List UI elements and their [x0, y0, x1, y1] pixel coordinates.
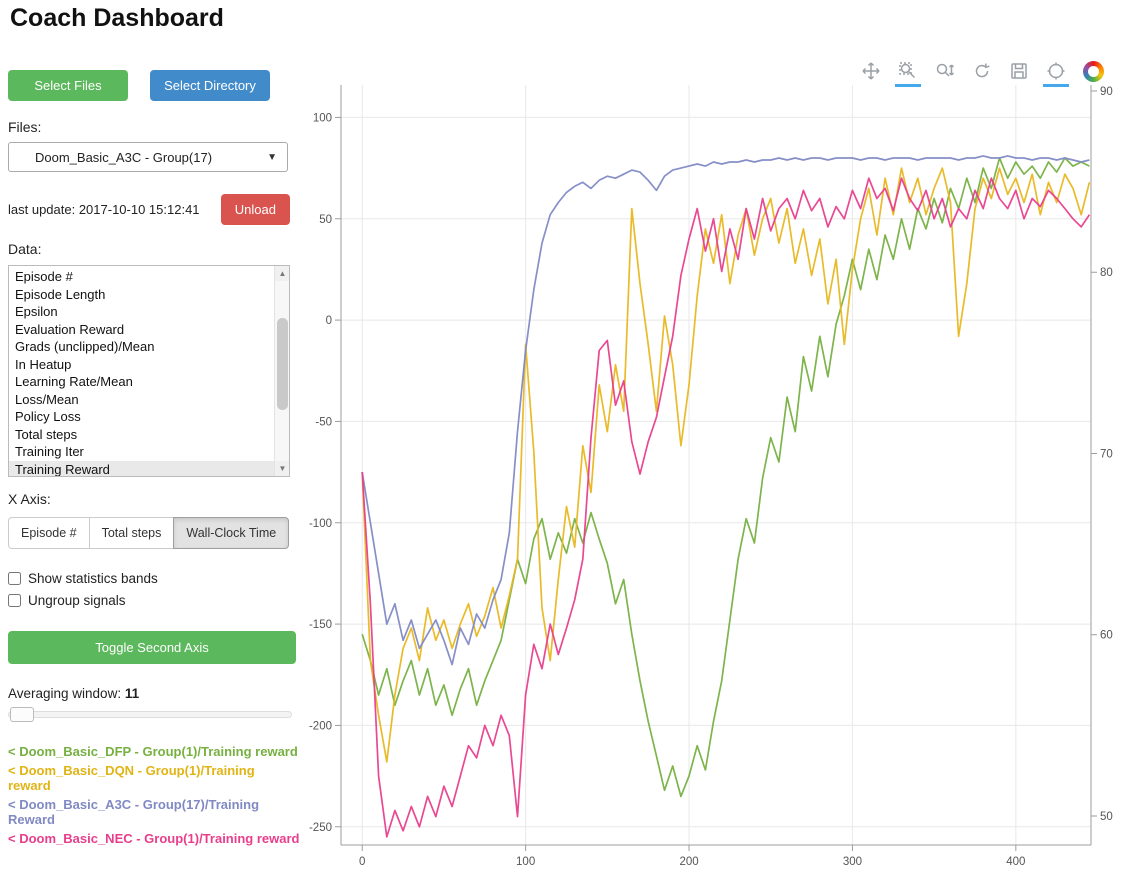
left-tick-label: -250	[309, 822, 332, 834]
xaxis-option-button[interactable]: Wall-Clock Time	[173, 517, 290, 549]
files-select-value: Doom_Basic_A3C - Group(17)	[35, 149, 213, 165]
data-list-item[interactable]: Evaluation Reward	[15, 321, 125, 337]
xaxis-label: X Axis:	[8, 491, 51, 507]
data-list-scrollbar[interactable]: ▲ ▼	[274, 266, 289, 476]
averaging-window-value: 11	[124, 686, 140, 701]
checkbox-label: Ungroup signals	[28, 593, 126, 608]
page-title: Coach Dashboard	[10, 4, 224, 32]
data-list-item[interactable]: Learning Rate/Mean	[15, 374, 133, 389]
series-line	[361, 177, 1091, 838]
checkbox-row[interactable]: Ungroup signals	[8, 593, 300, 608]
bokeh-toolbar	[860, 60, 1104, 87]
series-line	[361, 155, 1090, 666]
series-line	[361, 167, 1091, 763]
data-list[interactable]: Episode # Episode Length Epsilon Evaluation…	[8, 265, 290, 477]
averaging-window-label: Averaging window:	[8, 686, 122, 701]
unload-button[interactable]: Unload	[220, 194, 290, 225]
legend-entry[interactable]: < Doom_Basic_DFP - Group(1)/Training rew…	[8, 744, 298, 759]
averaging-window-slider[interactable]	[8, 707, 292, 722]
data-list-item[interactable]: Training Reward	[9, 460, 274, 476]
left-tick-label: 50	[319, 214, 332, 226]
sidebar: Select Files Select Directory Files: Doo…	[8, 70, 300, 849]
last-update-text: last update: 2017-10-10 15:12:41	[8, 202, 200, 217]
data-list-item[interactable]: Episode Length	[15, 286, 106, 302]
data-list-item[interactable]: Loss/Mean	[15, 391, 79, 407]
x-tick-label: 0	[359, 856, 365, 868]
x-tick-label: 200	[679, 856, 698, 868]
data-list-item[interactable]: Episode #	[15, 269, 73, 284]
data-list-item[interactable]: Grads (unclipped)/Mean	[15, 339, 155, 354]
data-list-item[interactable]: Training Iter	[15, 444, 84, 459]
chevron-down-icon: ▼	[267, 151, 277, 163]
x-tick-label: 400	[1006, 856, 1025, 868]
left-tick-label: -200	[309, 720, 332, 732]
select-directory-button[interactable]: Select Directory	[150, 70, 270, 101]
legend: < Doom_Basic_DFP - Group(1)/Training rew…	[8, 744, 300, 846]
left-tick-label: 0	[326, 315, 332, 327]
scroll-down-icon[interactable]: ▼	[275, 461, 289, 476]
legend-entry[interactable]: < Doom_Basic_DQN - Group(1)/Training rew…	[8, 762, 255, 794]
checkbox-row[interactable]: Show statistics bands	[8, 571, 300, 586]
right-tick-label: 50	[1100, 811, 1113, 823]
xaxis-option-button[interactable]: Episode #	[8, 517, 90, 549]
x-tick-label: 100	[516, 856, 535, 868]
data-list-item[interactable]: Epsilon	[15, 304, 58, 319]
data-label: Data:	[8, 241, 42, 257]
right-tick-label: 60	[1100, 630, 1113, 642]
select-files-button[interactable]: Select Files	[8, 70, 128, 101]
checkbox-input[interactable]	[8, 594, 21, 607]
xaxis-button-group: Episode # Total steps Wall-Clock Time	[8, 517, 290, 549]
box-zoom-icon[interactable]	[895, 60, 921, 87]
wheel-zoom-icon[interactable]	[934, 60, 956, 82]
files-label: Files:	[8, 119, 42, 135]
scrollbar-thumb[interactable]	[277, 318, 288, 410]
left-tick-label: -150	[309, 619, 332, 631]
reset-icon[interactable]	[971, 60, 993, 82]
scroll-up-icon[interactable]: ▲	[275, 266, 289, 281]
hover-icon[interactable]	[1043, 60, 1069, 87]
bokeh-logo-icon[interactable]	[1082, 60, 1104, 82]
slider-handle[interactable]	[10, 707, 34, 722]
chart-plot[interactable]: 100 50 0 -50 -100 -150 -200 -250 90 80 70 60 50 0 100 2…	[300, 52, 1142, 868]
checkbox-label: Show statistics bands	[28, 571, 158, 586]
right-tick-label: 90	[1100, 86, 1113, 98]
checkbox-input[interactable]	[8, 572, 21, 585]
data-list-item[interactable]: Total steps	[15, 426, 78, 442]
pan-icon[interactable]	[860, 60, 882, 82]
data-list-item[interactable]: In Heatup	[15, 356, 72, 372]
series-line	[361, 157, 1090, 798]
data-list-items: Episode # Episode Length Epsilon Evaluation…	[9, 268, 274, 476]
legend-entry[interactable]: < Doom_Basic_NEC - Group(1)/Training rew…	[8, 830, 300, 846]
averaging-window-row: Averaging window: 11	[8, 686, 300, 701]
toggle-second-axis-button[interactable]: Toggle Second Axis	[8, 631, 296, 664]
chart-region: 100 50 0 -50 -100 -150 -200 -250 90 80 70 60 50 0 100 2…	[300, 52, 1142, 878]
xaxis-option-button[interactable]: Total steps	[88, 517, 175, 549]
save-icon[interactable]	[1008, 60, 1030, 82]
left-tick-label: -50	[315, 416, 332, 428]
data-list-item[interactable]: Policy Loss	[15, 409, 81, 424]
left-tick-label: -100	[309, 518, 332, 530]
x-tick-label: 300	[843, 856, 862, 868]
legend-entry[interactable]: < Doom_Basic_A3C - Group(17)/Training Re…	[8, 796, 260, 828]
left-tick-label: 100	[313, 112, 332, 124]
checkbox-group: Show statistics bands Ungroup signals	[8, 571, 300, 608]
right-tick-label: 70	[1100, 448, 1113, 460]
files-select[interactable]: Doom_Basic_A3C - Group(17) ▼	[8, 142, 288, 172]
right-tick-label: 80	[1100, 267, 1113, 279]
